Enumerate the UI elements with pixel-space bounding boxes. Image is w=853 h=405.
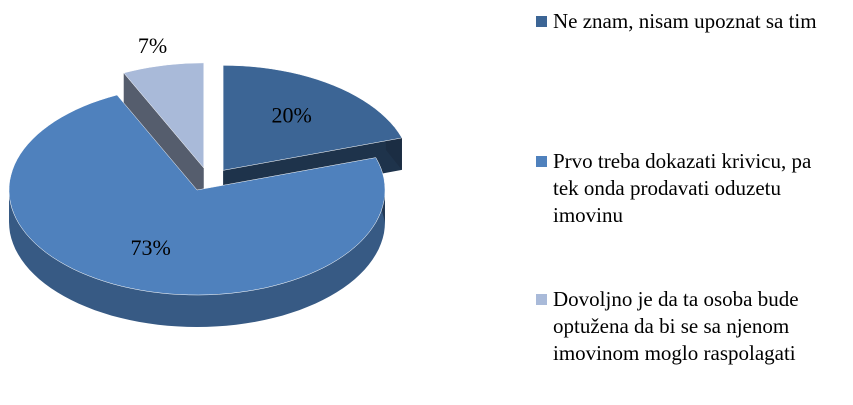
slice <box>8 94 386 296</box>
legend-swatch <box>536 16 547 27</box>
slice-wall <box>9 190 385 327</box>
legend-swatch <box>536 294 547 305</box>
data-label: 73% <box>131 235 171 260</box>
data-label: 20% <box>271 103 311 128</box>
legend-item: Prvo treba dokazati krivicu, pa tek onda… <box>536 148 836 229</box>
legend-item: Dovoljno je da ta osoba bude optužena da… <box>536 286 836 367</box>
legend-label: Prvo treba dokazati krivicu, pa tek onda… <box>553 149 812 227</box>
legend-label: Dovoljno je da ta osoba bude optužena da… <box>553 287 799 365</box>
legend-item: Ne znam, nisam upoznat sa tim <box>536 8 836 35</box>
pie-area: 20% 73% 7% <box>8 33 403 327</box>
slice <box>123 62 205 169</box>
slice <box>222 65 403 171</box>
data-label: 7% <box>138 33 167 58</box>
legend-swatch <box>536 156 547 167</box>
slice-side <box>123 72 204 200</box>
legend-label: Ne znam, nisam upoznat sa tim <box>553 9 817 33</box>
